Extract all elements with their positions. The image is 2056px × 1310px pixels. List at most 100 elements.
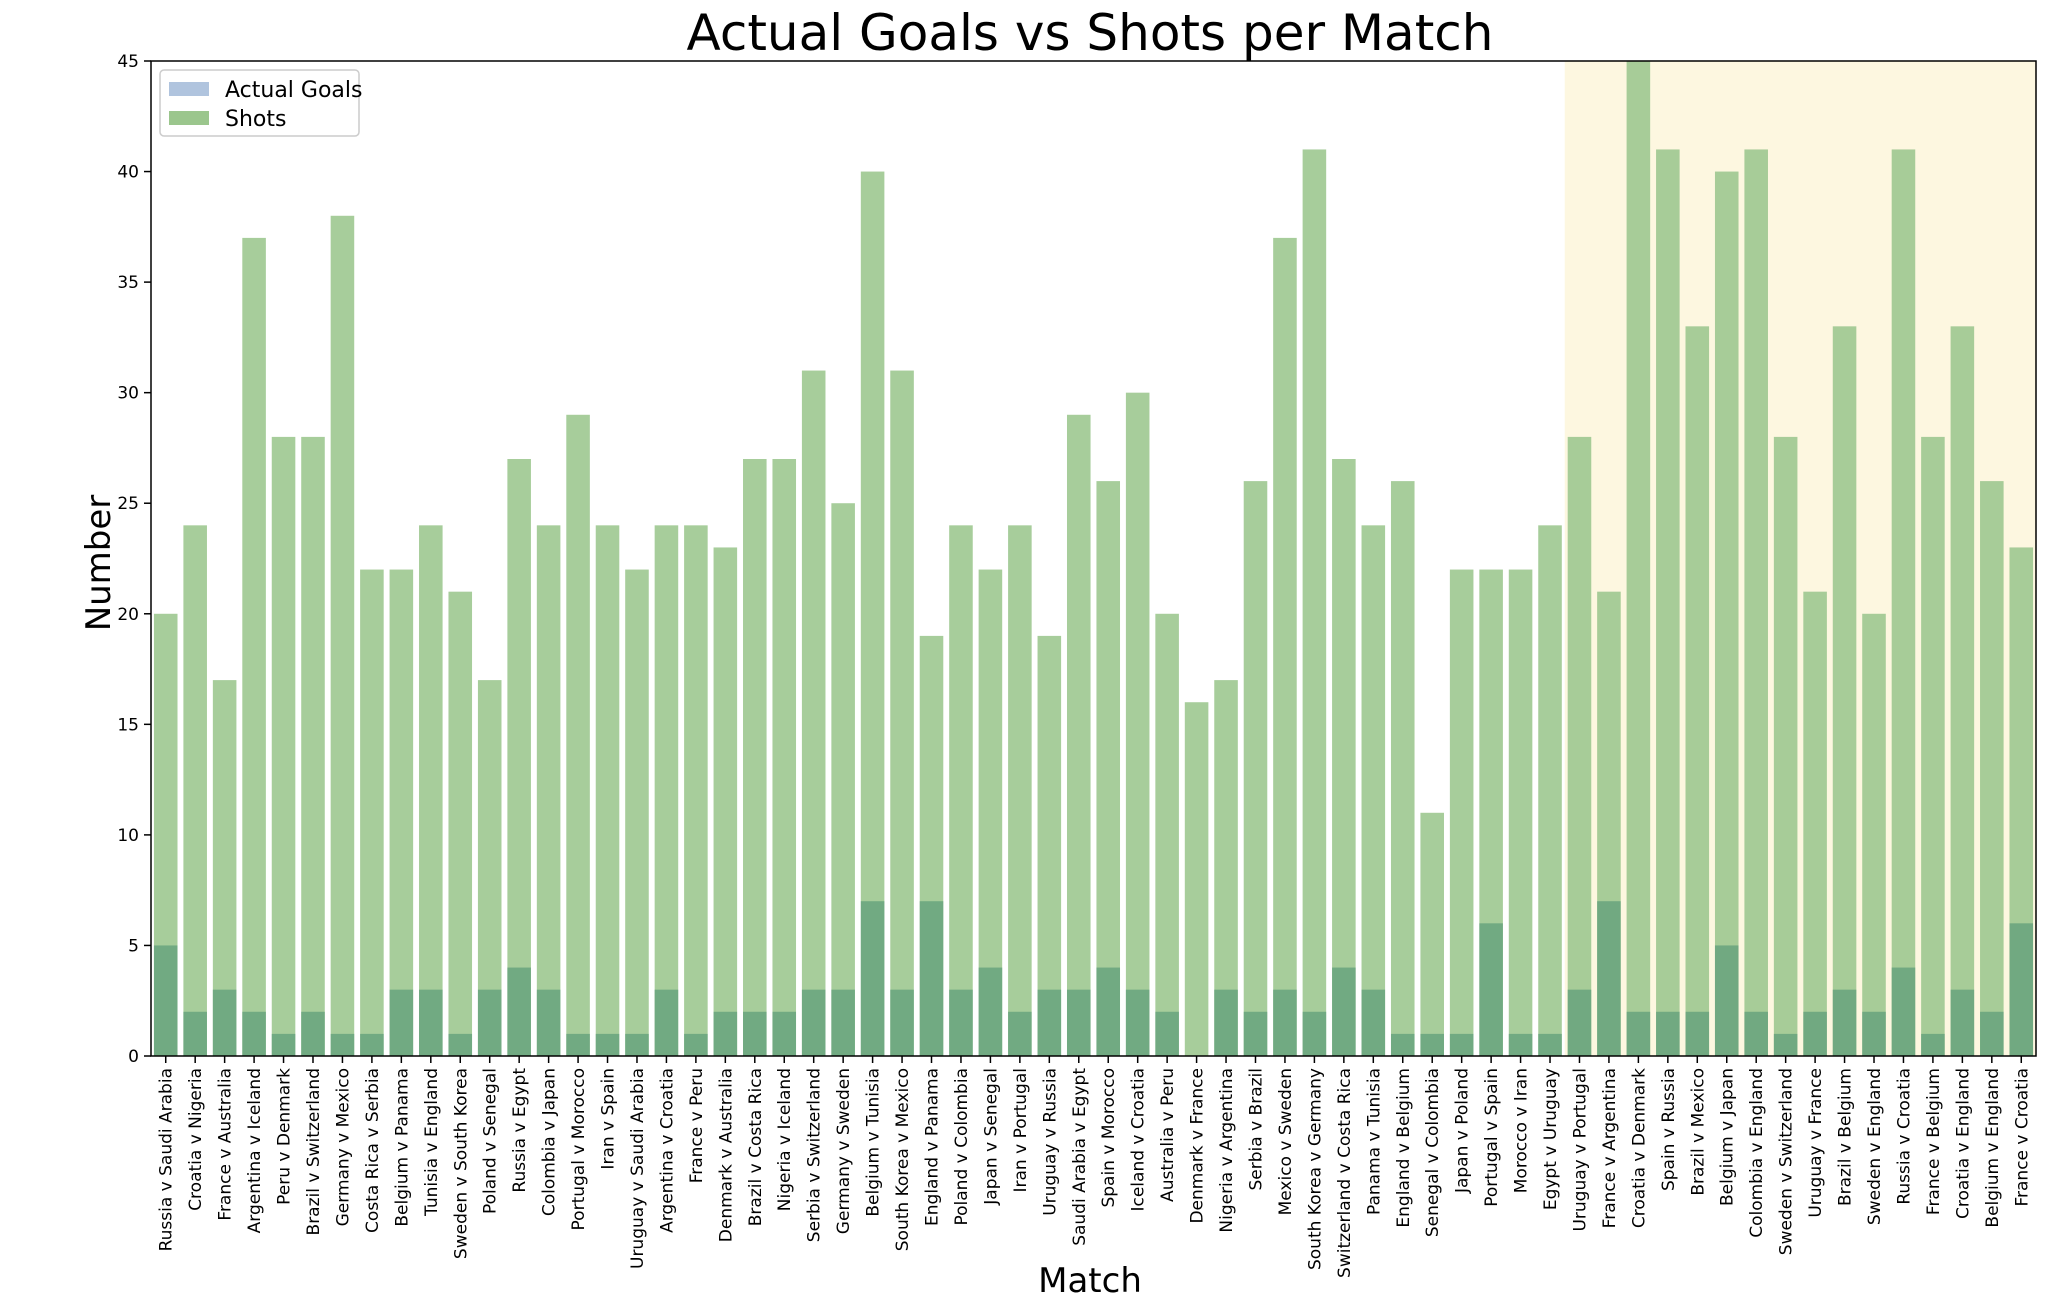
goals-bar-nigeria-v-argentina: [1214, 989, 1238, 1056]
goals-bar-poland-v-senegal: [477, 989, 502, 1056]
shots-bars: [153, 61, 2034, 1057]
shots-bar-croatia-v-nigeria: [183, 525, 207, 1056]
goals-bar-switzerland-v-costa-rica: [1332, 967, 1356, 1056]
shots-bar-serbia-v-brazil: [1243, 481, 1268, 1057]
x-ticks: Russia v Saudi Arabia Croatia v Nigeria Fr…: [157, 1056, 2032, 1278]
goals-bar-egypt-v-uruguay: [1538, 1033, 1562, 1056]
goals-bar-russia-v-saudi-arabia: [153, 945, 178, 1056]
x-tick-label: Belgium v Panama: [392, 1068, 412, 1227]
x-tick-label: Senegal v Colombia: [1423, 1068, 1443, 1237]
goals-bar-peru-v-denmark: [271, 1033, 296, 1056]
shots-bar-nigeria-v-argentina: [1214, 680, 1238, 1056]
shots-bar-iceland-v-croatia: [1125, 392, 1150, 1057]
goals-bar-germany-v-sweden: [831, 989, 855, 1056]
goals-bar-brazil-v-switzerland: [301, 1011, 325, 1056]
x-tick-label: Iran v Portugal: [1011, 1068, 1031, 1192]
goals-bar-argentina-v-croatia: [654, 989, 679, 1056]
goals-bar-tunisia-v-england: [419, 989, 443, 1056]
x-tick-label: Sweden v Switzerland: [1777, 1068, 1797, 1255]
legend-label-actual-goals: Actual Goals: [225, 78, 362, 103]
x-tick-label: Croatia v Denmark: [1629, 1068, 1649, 1228]
x-tick-label: Saudi Arabia v Egypt: [1070, 1068, 1090, 1246]
shots-bar-senegal-v-colombia: [1420, 812, 1444, 1056]
shots-bar-saudi-arabia-v-egypt: [1066, 414, 1091, 1056]
x-tick-label: Sweden v England: [1865, 1068, 1885, 1225]
shots-bar-uruguay-v-portugal: [1567, 436, 1592, 1056]
goals-bar-portugal-v-spain: [1479, 923, 1503, 1056]
goals-bar-nigeria-v-iceland: [772, 1011, 797, 1056]
x-tick-label: Argentina v Croatia: [657, 1068, 677, 1233]
legend-frame: [159, 69, 360, 137]
goals-bar-saudi-arabia-v-egypt: [1066, 989, 1091, 1056]
x-tick-label: Peru v Denmark: [275, 1068, 295, 1205]
goals-bar-japan-v-poland: [1449, 1033, 1474, 1056]
shots-bar-brazil-v-costa-rica: [743, 459, 767, 1056]
shots-bar-croatia-v-denmark: [1626, 61, 1651, 1056]
shots-bar-japan-v-senegal: [978, 569, 1003, 1056]
x-tick-label: Sweden v South Korea: [451, 1068, 471, 1259]
goals-bar-england-v-panama: [919, 901, 944, 1056]
x-tick-label: Croatia v Nigeria: [186, 1068, 206, 1211]
x-tick-label: Brazil v Mexico: [1688, 1068, 1708, 1196]
x-tick-label: England v Belgium: [1394, 1068, 1414, 1228]
x-tick-label: Denmark v France: [1188, 1068, 1208, 1224]
goals-bar-colombia-v-england: [1744, 1011, 1768, 1056]
shots-bar-spain-v-morocco: [1096, 481, 1121, 1057]
goals-bar-australia-v-peru: [1155, 1011, 1179, 1056]
legend-label-shots: Shots: [225, 107, 286, 132]
shots-bar-croatia-v-england: [1950, 326, 1975, 1056]
shots-bar-nigeria-v-iceland: [772, 459, 797, 1056]
x-tick-label: Russia v Croatia: [1894, 1068, 1914, 1205]
chart-title: Actual Goals vs Shots per Match: [687, 4, 1494, 62]
x-tick-label: Portugal v Spain: [1482, 1068, 1502, 1207]
x-tick-label: France v Argentina: [1600, 1068, 1620, 1228]
x-tick-label: Russia v Egypt: [510, 1068, 530, 1193]
goals-bar-spain-v-morocco: [1096, 967, 1121, 1056]
shots-bar-portugal-v-morocco: [566, 414, 590, 1056]
x-tick-label: Brazil v Belgium: [1836, 1068, 1856, 1206]
x-tick-label: Germany v Mexico: [333, 1068, 353, 1226]
x-tick-label: Costa Rica v Serbia: [363, 1068, 383, 1233]
x-tick-label: Panama v Tunisia: [1364, 1068, 1384, 1215]
x-tick-label: France v Belgium: [1924, 1068, 1944, 1215]
y-tick-label: 35: [117, 273, 139, 293]
shots-bar-south-korea-v-germany: [1302, 149, 1327, 1056]
x-tick-label: Portugal v Morocco: [569, 1068, 589, 1230]
shots-bar-denmark-v-france: [1184, 702, 1209, 1056]
x-tick-label: Belgium v Japan: [1718, 1068, 1738, 1206]
goals-bar-russia-v-croatia: [1891, 967, 1916, 1056]
goals-bar-portugal-v-morocco: [566, 1033, 590, 1056]
shots-bar-russia-v-egypt: [507, 459, 531, 1056]
goals-bar-brazil-v-costa-rica: [743, 1011, 767, 1056]
shots-bar-sweden-v-switzerland: [1773, 436, 1798, 1056]
x-tick-label: England v Panama: [923, 1068, 943, 1226]
goals-bars: [153, 901, 2034, 1056]
goals-bar-brazil-v-belgium: [1832, 989, 1857, 1056]
goals-bar-colombia-v-japan: [536, 989, 561, 1056]
goals-bar-belgium-v-england: [1980, 1011, 2004, 1056]
goals-bar-uruguay-v-saudi-arabia: [625, 1033, 649, 1056]
shots-bar-iran-v-spain: [595, 525, 620, 1056]
shots-bar-japan-v-poland: [1449, 569, 1474, 1056]
x-tick-label: Uruguay v France: [1806, 1068, 1826, 1218]
y-tick-label: 15: [117, 715, 139, 735]
x-tick-label: South Korea v Mexico: [893, 1068, 913, 1251]
goals-bar-sweden-v-switzerland: [1773, 1033, 1798, 1056]
shots-bar-serbia-v-switzerland: [801, 370, 826, 1056]
goals-bar-denmark-v-australia: [713, 1011, 738, 1056]
x-tick-label: Germany v Sweden: [834, 1068, 854, 1234]
x-tick-label: France v Peru: [687, 1068, 707, 1183]
goals-bar-brazil-v-mexico: [1685, 1011, 1710, 1056]
x-tick-label: Denmark v Australia: [716, 1068, 736, 1242]
goals-bar-iran-v-portugal: [1008, 1011, 1032, 1056]
x-tick-label: Uruguay v Saudi Arabia: [628, 1068, 648, 1269]
y-axis-label: Number: [79, 495, 119, 632]
shots-bar-belgium-v-tunisia: [860, 171, 885, 1057]
shots-bar-costa-rica-v-serbia: [360, 569, 384, 1056]
shots-bar-russia-v-croatia: [1891, 149, 1916, 1056]
y-ticks: 0 5 10 15 20 25 30 35 40 45: [117, 52, 151, 1067]
goals-bar-france-v-peru: [684, 1033, 708, 1056]
shots-bar-uruguay-v-russia: [1037, 635, 1062, 1056]
